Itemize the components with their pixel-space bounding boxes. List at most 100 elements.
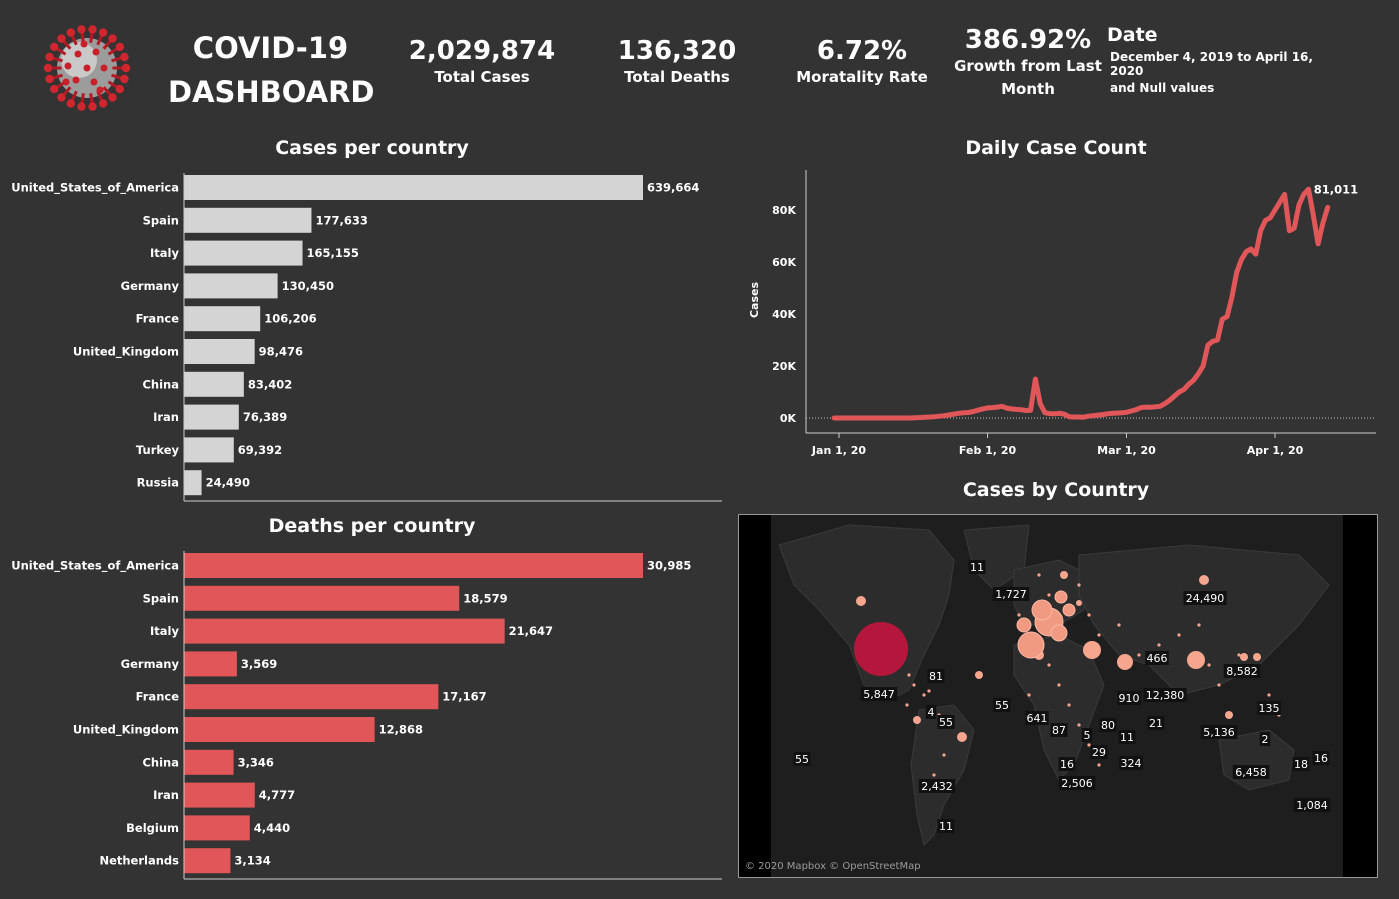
bar[interactable] xyxy=(184,848,231,874)
map-dot[interactable] xyxy=(1197,623,1201,627)
map-label: 81 xyxy=(929,670,943,683)
map-bubble[interactable] xyxy=(913,716,921,724)
map-bubble[interactable] xyxy=(1083,641,1101,659)
date-filter[interactable]: Date December 4, 2019 to April 16, 2020 … xyxy=(1107,24,1337,95)
map-dot[interactable] xyxy=(1027,693,1031,697)
map-dot[interactable] xyxy=(1177,633,1181,637)
map-dot[interactable] xyxy=(1047,593,1051,597)
map-dot[interactable] xyxy=(927,689,931,693)
date-filter-title: Date xyxy=(1107,24,1158,46)
y-tick-label: 60K xyxy=(772,256,796,269)
map-bubble[interactable] xyxy=(1117,654,1133,670)
map-dot[interactable] xyxy=(1037,573,1041,577)
map-label: 5 xyxy=(1084,729,1091,742)
map-dot[interactable] xyxy=(1117,623,1121,627)
map-bubble-europe[interactable] xyxy=(1016,617,1032,633)
map-dot[interactable] xyxy=(1217,683,1221,687)
bar[interactable] xyxy=(184,470,202,496)
map-dot[interactable] xyxy=(1097,763,1101,767)
map-dot[interactable] xyxy=(922,693,926,697)
bar[interactable] xyxy=(184,240,303,266)
bar-category-label: France xyxy=(136,312,180,326)
bar[interactable] xyxy=(184,273,278,299)
bar[interactable] xyxy=(184,585,460,611)
bar-category-label: Germany xyxy=(121,279,180,293)
map-dot[interactable] xyxy=(1087,743,1091,747)
virus-spike-tip xyxy=(43,63,53,73)
map-dot[interactable] xyxy=(905,703,909,707)
map-bubble-usa[interactable] xyxy=(854,622,908,676)
map-dot[interactable] xyxy=(1047,663,1051,667)
bar[interactable] xyxy=(184,651,237,677)
virus-spike-tip xyxy=(45,74,54,84)
map-bubble[interactable] xyxy=(1076,600,1082,606)
map-label: 55 xyxy=(939,716,953,729)
bar[interactable] xyxy=(184,717,375,742)
map-bubble-europe[interactable] xyxy=(1062,603,1076,617)
map-bubble[interactable] xyxy=(1225,711,1233,719)
map-dot[interactable] xyxy=(942,753,946,757)
map-dot[interactable] xyxy=(1077,723,1081,727)
bar-category-label: Spain xyxy=(143,591,179,605)
map-bubble-europe[interactable] xyxy=(1050,624,1068,642)
map-dot[interactable] xyxy=(1207,663,1211,667)
map-dot[interactable] xyxy=(1077,583,1081,587)
x-tick-label: Jan 1, 20 xyxy=(811,444,866,457)
bar[interactable] xyxy=(184,684,439,710)
map-dot[interactable] xyxy=(1017,613,1021,617)
virus-surface-spot xyxy=(62,78,70,86)
map-bubble[interactable] xyxy=(975,671,983,679)
map-bubble-europe[interactable] xyxy=(1017,631,1045,659)
daily-case-line[interactable] xyxy=(831,186,1331,421)
map-bubble[interactable] xyxy=(1240,653,1248,661)
bar-value-label: 3,134 xyxy=(234,854,270,868)
map-bubble-europe[interactable] xyxy=(1031,599,1053,621)
map-dot[interactable] xyxy=(1057,683,1061,687)
bar[interactable] xyxy=(184,815,250,841)
map-label-bg xyxy=(1257,701,1281,715)
bar[interactable] xyxy=(184,618,505,644)
bar[interactable] xyxy=(184,339,255,364)
map-dot[interactable] xyxy=(1237,653,1241,657)
date-filter-null: and Null values xyxy=(1110,81,1215,95)
map-bubble[interactable] xyxy=(1199,575,1209,585)
deaths-chart-title: Deaths per country xyxy=(268,515,476,537)
kpi-value: 2,029,874 xyxy=(408,36,556,66)
map-bubble[interactable] xyxy=(856,596,866,606)
virus-spike-tip xyxy=(115,42,125,52)
map-label: 55 xyxy=(795,753,809,766)
bar[interactable] xyxy=(184,404,239,430)
date-filter-range: December 4, 2019 to April 16, 2020 xyxy=(1110,50,1313,78)
map-bubble[interactable] xyxy=(1060,571,1068,579)
bar-value-label: 4,777 xyxy=(259,788,295,802)
map-dot[interactable] xyxy=(907,673,911,677)
bar[interactable] xyxy=(184,207,312,233)
virus-surface-spot xyxy=(96,86,104,94)
map-dot[interactable] xyxy=(1157,643,1161,647)
bar[interactable] xyxy=(184,749,234,775)
map-dot[interactable] xyxy=(1067,703,1071,707)
bar[interactable] xyxy=(184,371,244,397)
cases-map[interactable]: 11 1,727 24,490 466 8,582 5,847 81 4 55 55 641 87 5 8… xyxy=(738,514,1378,878)
map-dot[interactable] xyxy=(1137,653,1141,657)
map-dot[interactable] xyxy=(1087,613,1091,617)
kpi-label-line-1: Growth from Last xyxy=(954,57,1102,75)
bar[interactable] xyxy=(184,437,234,463)
map-dot[interactable] xyxy=(932,773,936,777)
bar[interactable] xyxy=(184,782,255,808)
map-bubble[interactable] xyxy=(957,732,967,742)
bar[interactable] xyxy=(184,306,261,332)
virus-spike-tip xyxy=(66,28,75,37)
map-dot[interactable] xyxy=(1267,693,1271,697)
y-tick-label: 0K xyxy=(780,412,797,425)
virus-spike-tip xyxy=(108,93,117,102)
map-label: 324 xyxy=(1121,757,1142,770)
map-dot[interactable] xyxy=(1097,633,1101,637)
bar[interactable] xyxy=(184,175,643,200)
map-dot[interactable] xyxy=(912,683,916,687)
bar[interactable] xyxy=(184,553,643,578)
bar-category-label: United_Kingdom xyxy=(73,345,179,360)
map-bubble[interactable] xyxy=(1253,653,1261,661)
map-bubble-europe[interactable] xyxy=(1054,590,1068,604)
map-bubble[interactable] xyxy=(1187,651,1205,669)
